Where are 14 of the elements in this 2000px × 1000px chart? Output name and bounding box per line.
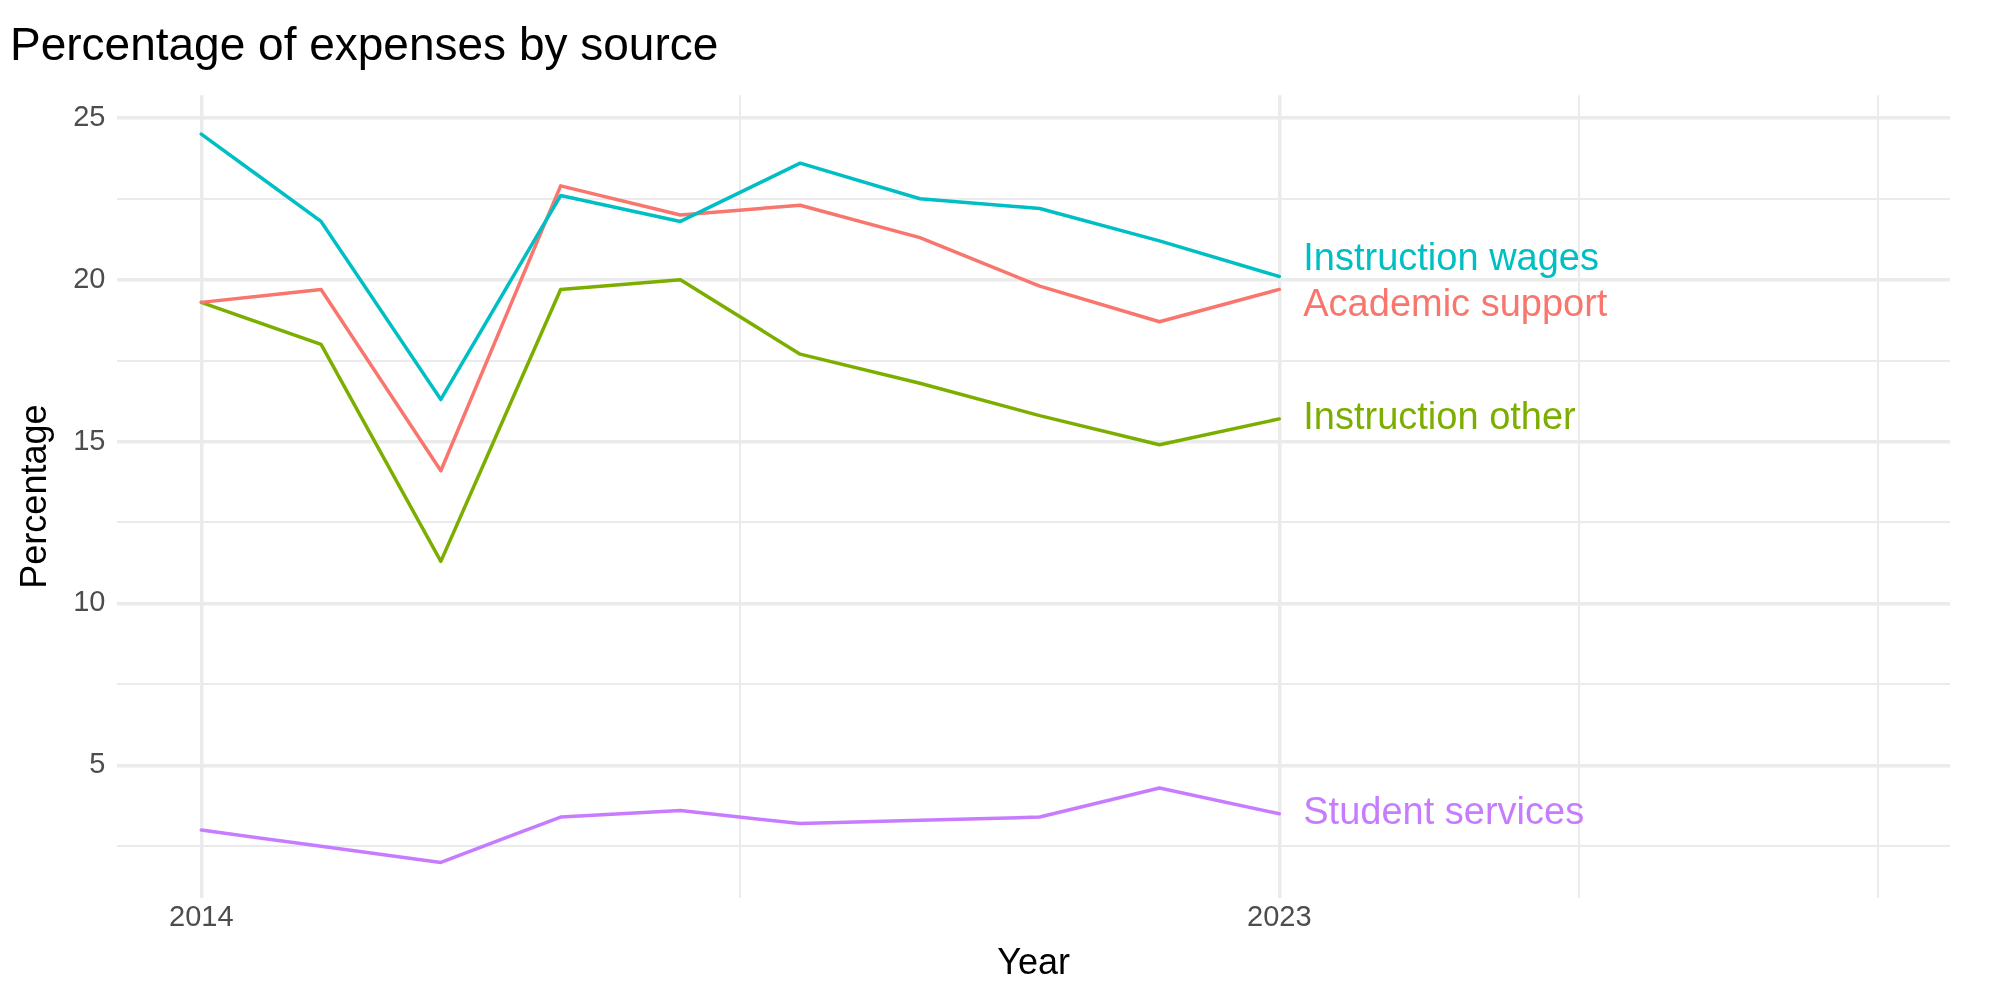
- series-label: Instruction other: [1303, 395, 1577, 438]
- y-tick-label: 15: [73, 423, 106, 456]
- series-label: Instruction wages: [1303, 236, 1599, 279]
- y-tick-label: 20: [73, 261, 106, 294]
- y-axis-title: Percentage: [12, 404, 54, 589]
- x-tick-label: 2014: [169, 900, 234, 933]
- series-label: Academic support: [1303, 282, 1608, 325]
- y-tick-label: 25: [73, 99, 106, 132]
- x-tick-label: 2023: [1247, 900, 1312, 933]
- chart-title: Percentage of expenses by source: [10, 18, 719, 71]
- x-axis-title: Year: [997, 941, 1071, 983]
- y-tick-label: 10: [73, 585, 106, 618]
- series-label: Student services: [1303, 790, 1585, 833]
- y-tick-label: 5: [89, 747, 106, 780]
